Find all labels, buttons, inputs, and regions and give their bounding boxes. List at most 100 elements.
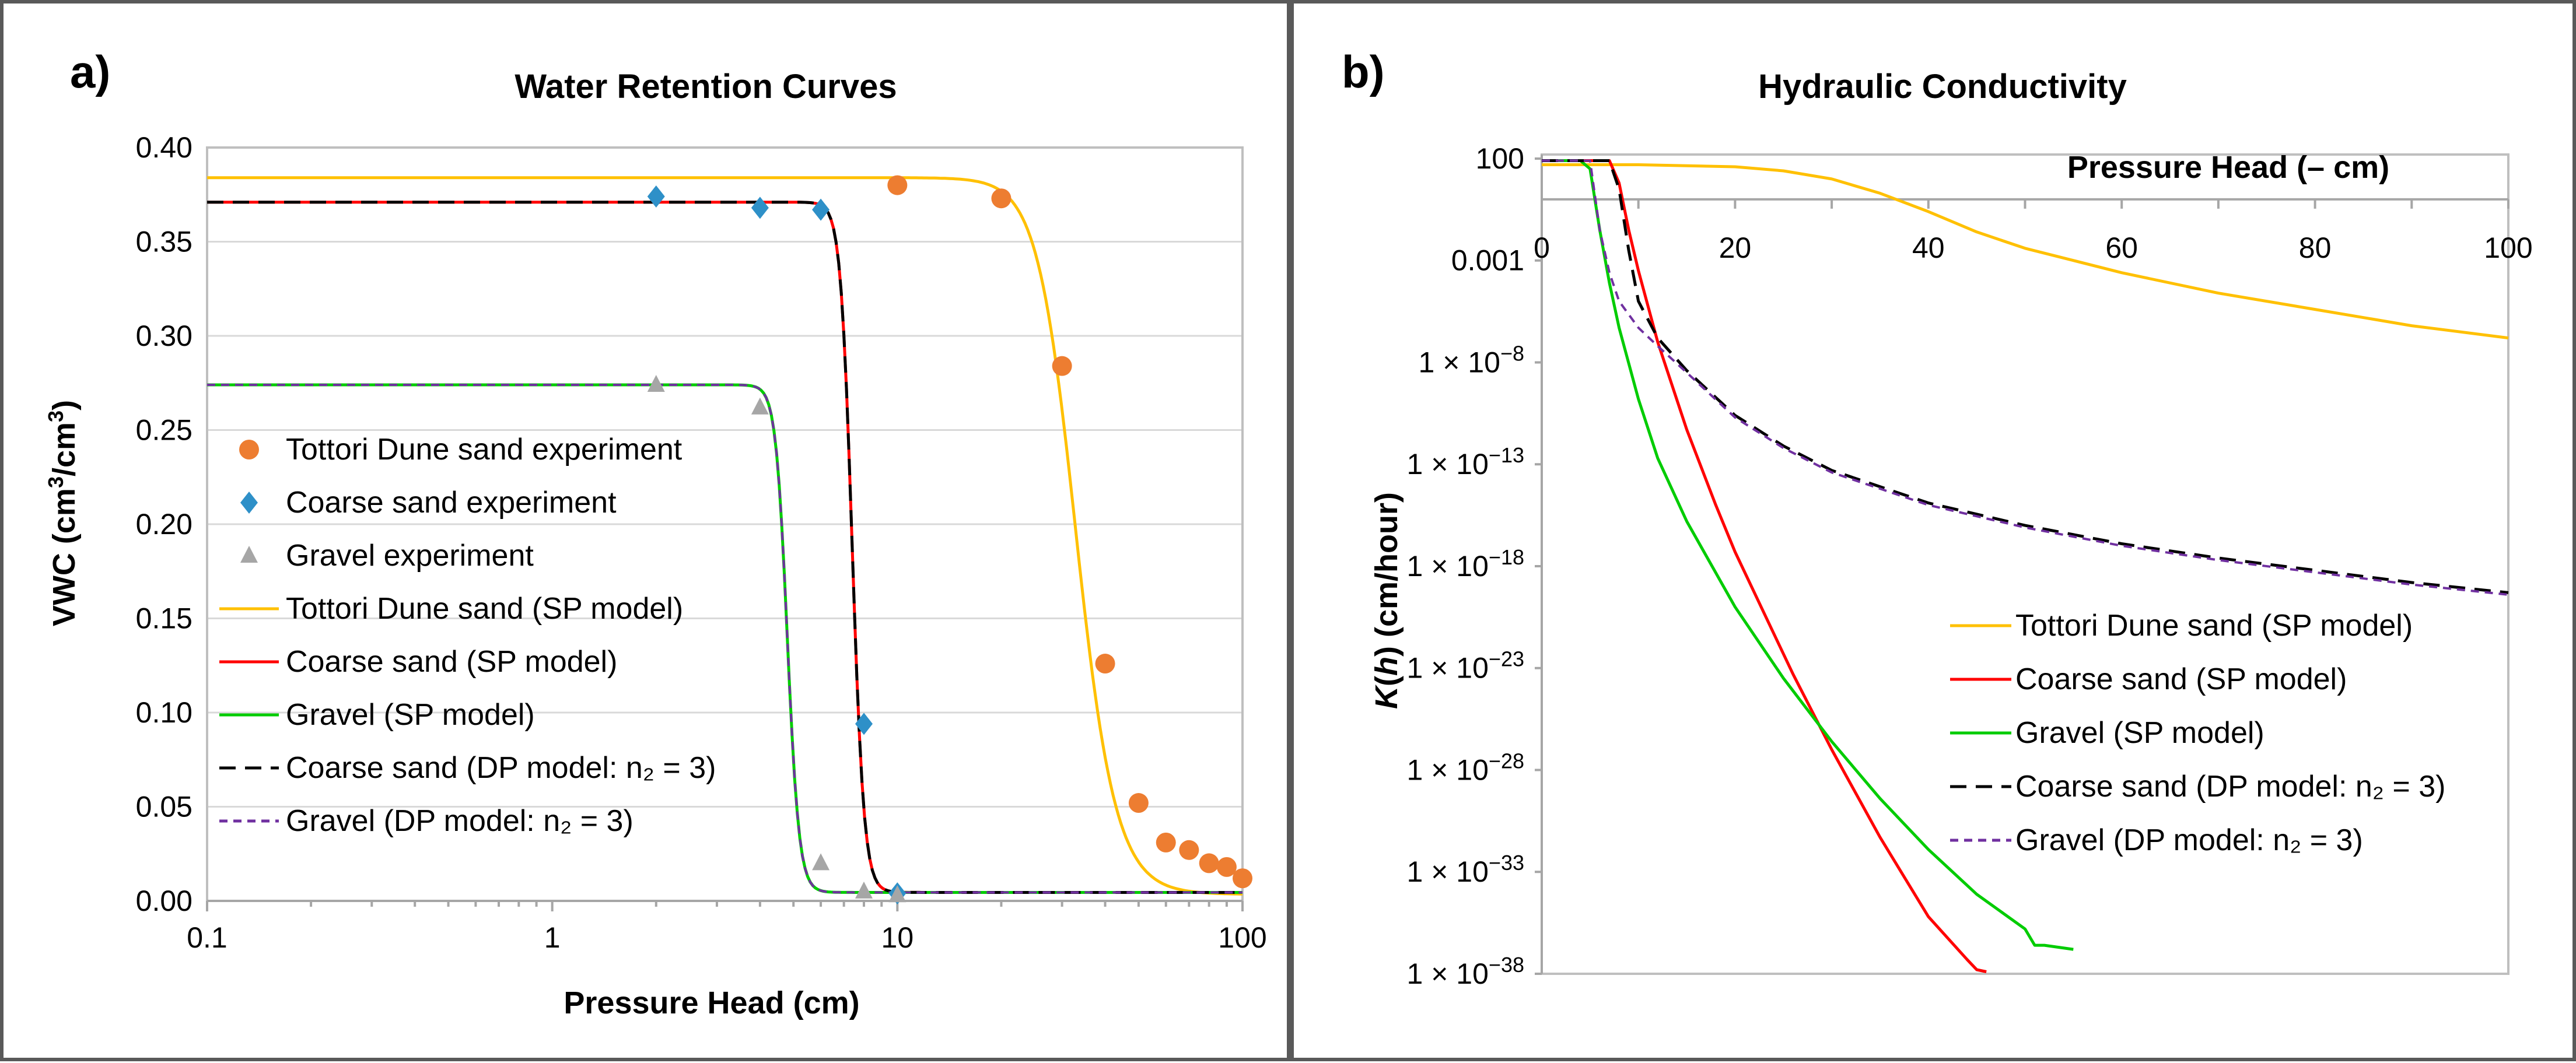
y-tick-label: 0.05 bbox=[136, 791, 192, 823]
series-line-tottori-dune-sand-sp-model- bbox=[207, 176, 1243, 896]
x-tick-label: 80 bbox=[2299, 231, 2332, 264]
y-tick-label: 1 × 10−28 bbox=[1407, 749, 1524, 787]
data-point-circle bbox=[1216, 857, 1237, 877]
series-line-coarse-sand-dp-model-n-3- bbox=[1542, 159, 2509, 594]
y-tick-base: 1 × 10 bbox=[1407, 855, 1489, 888]
series-line-gravel-sp-model- bbox=[1542, 159, 2074, 951]
x-tick-label: 10 bbox=[881, 921, 914, 954]
legend-label: Tottori Dune sand (SP model) bbox=[2015, 609, 2413, 643]
panel-b-letter: b) bbox=[1342, 46, 1385, 97]
y-tick-label: 1 × 10−23 bbox=[1407, 647, 1524, 685]
y-tick-base: 1 × 10 bbox=[1419, 346, 1500, 378]
legend-label: Tottori Dune sand experiment bbox=[286, 433, 682, 466]
legend-label: Tottori Dune sand (SP model) bbox=[286, 592, 683, 626]
y-tick-label: 1 × 10−13 bbox=[1407, 443, 1524, 481]
y-tick-label: 0.20 bbox=[136, 508, 192, 541]
x-tick-label: 40 bbox=[1912, 231, 1945, 264]
x-tick-label: 20 bbox=[1719, 231, 1752, 264]
y-tick-exponent: −18 bbox=[1489, 545, 1524, 569]
data-point-circle bbox=[1199, 853, 1219, 873]
legend-label: Coarse sand (SP model) bbox=[286, 645, 617, 679]
legend-label: Gravel (SP model) bbox=[2015, 716, 2264, 750]
y-tick-exponent: −38 bbox=[1489, 953, 1524, 977]
y-tick-label: 0.25 bbox=[136, 414, 192, 447]
legend-label: Coarse sand (SP model) bbox=[2015, 662, 2347, 696]
data-point-circle bbox=[1156, 832, 1176, 852]
legend-label: Coarse sand (DP model: n₂ = 3) bbox=[286, 751, 716, 785]
legend-label: Gravel experiment bbox=[286, 539, 534, 573]
data-point-circle bbox=[1128, 793, 1149, 813]
y-tick-label: 0.10 bbox=[136, 696, 192, 729]
data-point-diamond bbox=[855, 713, 873, 735]
panel-b-xlabel: Pressure Head (– cm) bbox=[2067, 150, 2389, 185]
legend-b: Tottori Dune sand (SP model) Coarse sand … bbox=[1950, 609, 2445, 857]
panel-a-letter: a) bbox=[70, 46, 110, 97]
legend-label: Coarse sand (DP model: n₂ = 3) bbox=[2015, 770, 2445, 804]
data-point-triangle bbox=[812, 853, 830, 871]
y-tick-base: 1 × 10 bbox=[1407, 957, 1489, 990]
y-tick-label: 0.001 bbox=[1451, 244, 1524, 277]
y-tick-exponent: −33 bbox=[1489, 851, 1524, 875]
y-tick-exponent: −28 bbox=[1489, 749, 1524, 773]
series-line-gravel-dp-model-n-3- bbox=[1542, 159, 2509, 596]
y-tick-label: 0.30 bbox=[136, 320, 192, 352]
panel-a-xlabel: Pressure Head (cm) bbox=[564, 985, 859, 1020]
series-line-tottori-dune-sand-sp-model- bbox=[1542, 163, 2509, 340]
data-point-triangle bbox=[855, 881, 873, 899]
y-tick-exponent: −13 bbox=[1489, 443, 1524, 467]
data-point-circle bbox=[1095, 654, 1115, 674]
data-point-circle bbox=[1233, 868, 1252, 889]
y-tick-base: 1 × 10 bbox=[1407, 550, 1489, 583]
x-tick-label: 0 bbox=[1534, 231, 1550, 264]
legend-marker bbox=[240, 546, 258, 563]
y-tick-exponent: −8 bbox=[1500, 341, 1524, 365]
x-tick-label: 60 bbox=[2105, 231, 2138, 264]
data-point-diamond bbox=[812, 198, 830, 221]
y-tick-base: 0.001 bbox=[1451, 244, 1524, 277]
y-tick-label: 1 × 10−8 bbox=[1419, 341, 1524, 379]
x-tick-label: 1 bbox=[544, 921, 561, 954]
y-tick-label: 0.00 bbox=[136, 885, 192, 917]
series-line-coarse-sand-dp-model-n-3- bbox=[207, 201, 1242, 894]
y-tick-label: 1 × 10−18 bbox=[1407, 545, 1524, 583]
series-line-gravel-dp-model-n-3- bbox=[207, 384, 1242, 894]
panel-a-plot: 0.00 0.05 0.10 0.15 0.20 0.25 0.30 0.35 0.40 0.1 1… bbox=[136, 131, 1267, 954]
data-point-triangle bbox=[751, 397, 769, 415]
y-tick-label: 100 bbox=[1476, 142, 1524, 175]
y-tick-base: 1 × 10 bbox=[1407, 652, 1489, 685]
legend-a: Tottori Dune sand experiment Coarse sand … bbox=[219, 433, 716, 838]
legend-label: Coarse sand experiment bbox=[286, 486, 617, 520]
x-tick-label: 0.1 bbox=[187, 921, 228, 954]
x-tick-label: 100 bbox=[1218, 921, 1266, 954]
legend-marker bbox=[239, 440, 259, 459]
panel-b-frame bbox=[1290, 0, 2576, 1061]
y-tick-label: 0.15 bbox=[136, 602, 192, 635]
data-point-diamond bbox=[751, 197, 769, 219]
panel-a-ylabel: VWC (cm3/cm3) bbox=[44, 400, 82, 626]
legend-label: Gravel (SP model) bbox=[286, 698, 535, 732]
legend-label: Gravel (DP model: n₂ = 3) bbox=[286, 804, 634, 838]
y-tick-label: 1 × 10−33 bbox=[1407, 851, 1524, 889]
panel-b-plot: 0 20 40 60 80 100 Pressure Head (– cm) 100 0.001… bbox=[1407, 142, 2533, 990]
legend-marker bbox=[240, 492, 258, 514]
data-point-circle bbox=[1052, 356, 1072, 376]
data-point-triangle bbox=[888, 885, 907, 903]
y-tick-label: 0.40 bbox=[136, 131, 192, 164]
panel-a-title: Water Retention Curves bbox=[514, 68, 897, 106]
panel-b-ylabel: K(h) (cm/hour) bbox=[1369, 492, 1404, 709]
y-tick-exponent: −23 bbox=[1489, 647, 1524, 671]
data-point-triangle bbox=[647, 374, 665, 392]
data-point-circle bbox=[887, 175, 908, 195]
y-tick-base: 1 × 10 bbox=[1407, 753, 1489, 786]
panel-b-title: Hydraulic Conductivity bbox=[1758, 68, 2127, 106]
data-point-diamond bbox=[647, 185, 665, 208]
data-point-circle bbox=[1179, 840, 1199, 860]
legend-label: Gravel (DP model: n₂ = 3) bbox=[2015, 823, 2363, 857]
y-tick-base: 100 bbox=[1476, 142, 1524, 175]
y-tick-label: 0.35 bbox=[136, 226, 192, 258]
y-tick-label: 1 × 10−38 bbox=[1407, 953, 1524, 991]
data-point-circle bbox=[991, 188, 1012, 209]
x-tick-label: 100 bbox=[2484, 231, 2532, 264]
y-tick-base: 1 × 10 bbox=[1407, 448, 1489, 480]
